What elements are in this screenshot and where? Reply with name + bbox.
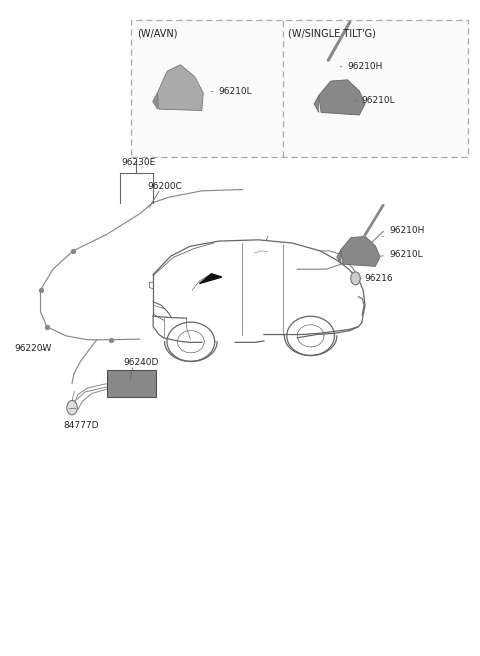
Circle shape (67, 401, 77, 415)
Text: 96240D: 96240D (123, 358, 158, 367)
Text: 96210L: 96210L (381, 251, 422, 259)
Text: 96220W: 96220W (15, 344, 52, 354)
Text: 96200C: 96200C (147, 182, 182, 191)
Polygon shape (337, 250, 341, 264)
Text: 96210L: 96210L (211, 87, 252, 96)
Text: (W/SINGLE TILT'G): (W/SINGLE TILT'G) (288, 29, 375, 39)
Polygon shape (341, 236, 380, 266)
FancyBboxPatch shape (107, 370, 156, 398)
Text: 96230E: 96230E (121, 158, 156, 167)
Text: (W/AVN): (W/AVN) (137, 29, 178, 39)
Text: 96210H: 96210H (382, 226, 424, 237)
Circle shape (351, 272, 360, 285)
Text: 96210L: 96210L (355, 96, 396, 105)
Text: 84777D: 84777D (63, 420, 99, 430)
Polygon shape (199, 274, 222, 283)
Polygon shape (314, 96, 319, 112)
Text: 96210H: 96210H (340, 62, 383, 72)
FancyBboxPatch shape (131, 20, 468, 157)
Text: 96216: 96216 (360, 274, 393, 283)
Polygon shape (319, 80, 365, 115)
Polygon shape (153, 93, 157, 109)
Polygon shape (157, 65, 203, 110)
